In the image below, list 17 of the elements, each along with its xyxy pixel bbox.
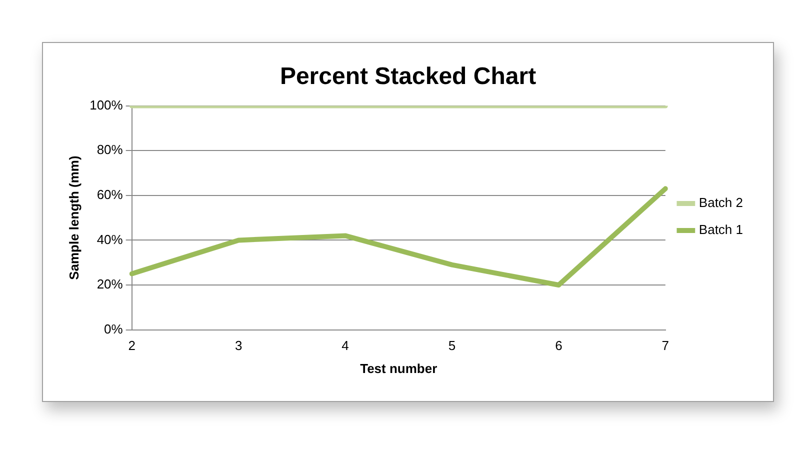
x-tick-label: 6: [555, 338, 562, 354]
y-tick-label: 40%: [96, 232, 124, 247]
y-tick-label: 100%: [90, 97, 124, 112]
x-tick-label: 7: [662, 338, 670, 354]
y-tick-label: 80%: [96, 142, 124, 158]
legend-label: Batch 2: [698, 195, 744, 210]
y-tick-label: 60%: [96, 186, 124, 202]
y-axis-title: Sample length (mm): [66, 156, 82, 280]
chart-title: Percent Stacked Chart: [280, 63, 536, 90]
x-tick-label: 5: [448, 338, 456, 354]
x-axis-title: Test number: [360, 360, 438, 376]
y-tick-label: 20%: [96, 276, 124, 292]
y-tick-label: 0%: [104, 321, 124, 336]
x-tick-label: 2: [128, 338, 136, 354]
legend-label: Batch 1: [698, 222, 744, 238]
x-tick-label: 3: [234, 338, 242, 354]
x-tick-label: 4: [342, 338, 349, 354]
